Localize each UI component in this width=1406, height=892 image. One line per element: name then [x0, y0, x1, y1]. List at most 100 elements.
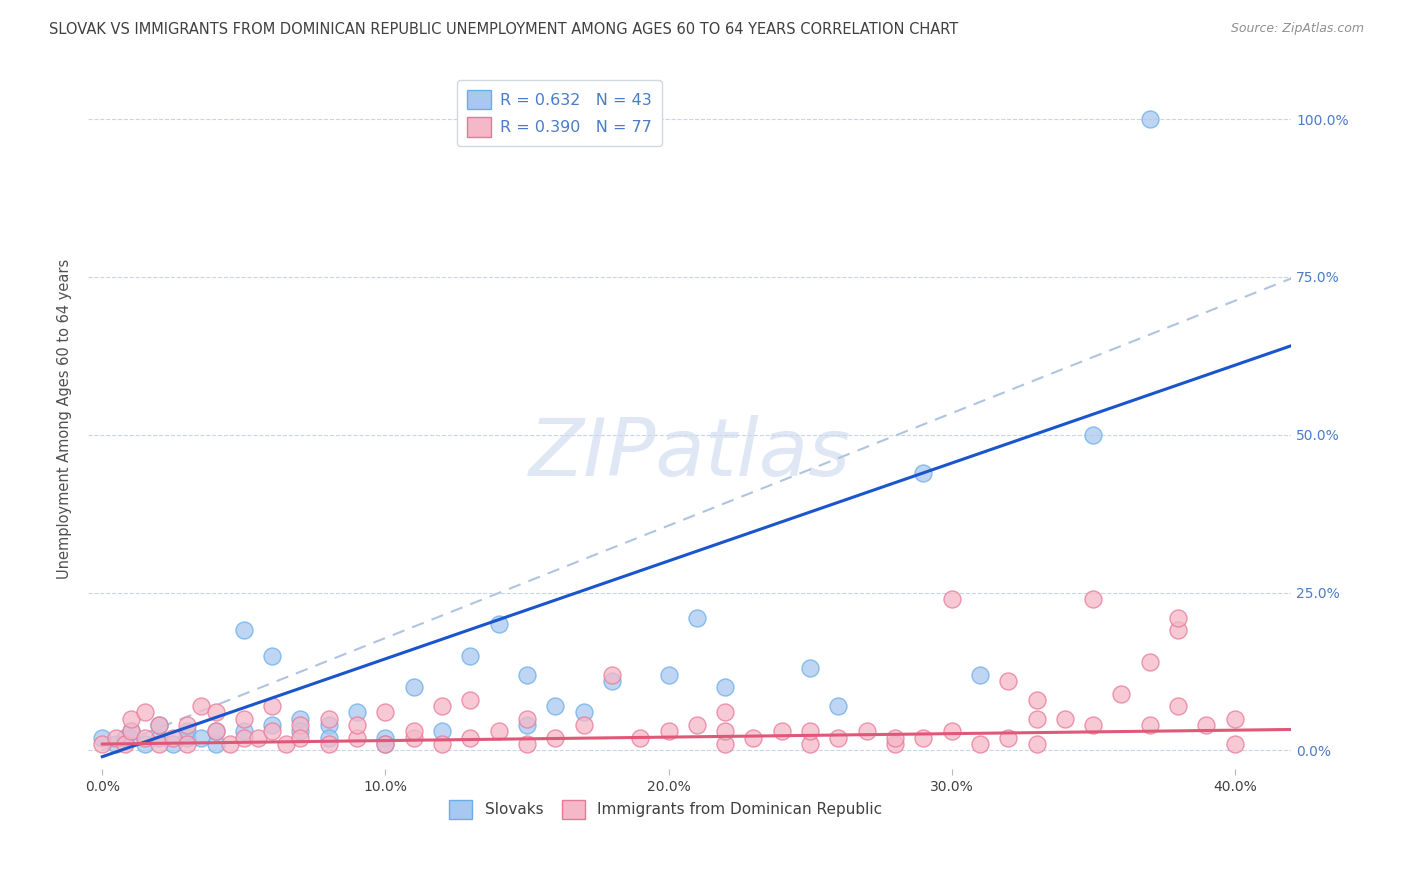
- Point: [1139, 112, 1161, 126]
- Point: [1025, 712, 1047, 726]
- Point: [318, 731, 340, 745]
- Point: [148, 731, 170, 745]
- Point: [120, 724, 142, 739]
- Point: [114, 731, 136, 745]
- Point: [628, 731, 651, 745]
- Point: [714, 680, 737, 694]
- Point: [1053, 712, 1076, 726]
- Point: [1025, 693, 1047, 707]
- Point: [114, 737, 136, 751]
- Point: [430, 737, 453, 751]
- Point: [969, 667, 991, 681]
- Point: [134, 731, 156, 745]
- Point: [600, 667, 623, 681]
- Point: [827, 699, 849, 714]
- Point: [1081, 427, 1104, 442]
- Point: [770, 724, 793, 739]
- Point: [997, 673, 1019, 688]
- Point: [218, 737, 240, 751]
- Point: [997, 731, 1019, 745]
- Point: [190, 699, 212, 714]
- Point: [657, 724, 679, 739]
- Point: [1223, 737, 1246, 751]
- Point: [1223, 712, 1246, 726]
- Point: [204, 737, 226, 751]
- Point: [232, 624, 254, 638]
- Point: [374, 737, 396, 751]
- Point: [686, 611, 709, 625]
- Point: [1139, 718, 1161, 732]
- Point: [276, 737, 298, 751]
- Point: [686, 718, 709, 732]
- Y-axis label: Unemployment Among Ages 60 to 64 years: Unemployment Among Ages 60 to 64 years: [58, 259, 72, 579]
- Point: [290, 731, 312, 745]
- Point: [91, 737, 114, 751]
- Point: [1081, 591, 1104, 606]
- Point: [884, 737, 907, 751]
- Point: [120, 731, 142, 745]
- Point: [374, 737, 396, 751]
- Point: [827, 731, 849, 745]
- Point: [430, 699, 453, 714]
- Point: [460, 731, 482, 745]
- Point: [346, 731, 368, 745]
- Point: [262, 718, 284, 732]
- Point: [262, 648, 284, 663]
- Point: [91, 731, 114, 745]
- Point: [290, 718, 312, 732]
- Point: [162, 737, 184, 751]
- Point: [460, 648, 482, 663]
- Point: [120, 712, 142, 726]
- Point: [374, 706, 396, 720]
- Point: [290, 724, 312, 739]
- Point: [134, 737, 156, 751]
- Point: [799, 661, 821, 675]
- Point: [1167, 624, 1189, 638]
- Point: [148, 718, 170, 732]
- Point: [176, 718, 198, 732]
- Point: [488, 617, 510, 632]
- Point: [714, 724, 737, 739]
- Point: [346, 706, 368, 720]
- Point: [714, 737, 737, 751]
- Point: [572, 718, 595, 732]
- Point: [1081, 718, 1104, 732]
- Point: [600, 673, 623, 688]
- Point: [742, 731, 765, 745]
- Point: [204, 724, 226, 739]
- Point: [204, 706, 226, 720]
- Point: [941, 591, 963, 606]
- Point: [941, 724, 963, 739]
- Point: [232, 731, 254, 745]
- Point: [969, 737, 991, 751]
- Point: [402, 724, 425, 739]
- Point: [1025, 737, 1047, 751]
- Point: [232, 712, 254, 726]
- Text: Source: ZipAtlas.com: Source: ZipAtlas.com: [1230, 22, 1364, 36]
- Point: [318, 718, 340, 732]
- Point: [572, 706, 595, 720]
- Point: [402, 680, 425, 694]
- Point: [1195, 718, 1218, 732]
- Point: [799, 724, 821, 739]
- Text: SLOVAK VS IMMIGRANTS FROM DOMINICAN REPUBLIC UNEMPLOYMENT AMONG AGES 60 TO 64 YE: SLOVAK VS IMMIGRANTS FROM DOMINICAN REPU…: [49, 22, 959, 37]
- Point: [516, 718, 538, 732]
- Point: [516, 667, 538, 681]
- Point: [1139, 655, 1161, 669]
- Point: [148, 737, 170, 751]
- Point: [176, 724, 198, 739]
- Point: [402, 731, 425, 745]
- Point: [1111, 687, 1133, 701]
- Point: [162, 731, 184, 745]
- Point: [516, 737, 538, 751]
- Point: [855, 724, 877, 739]
- Point: [232, 724, 254, 739]
- Point: [1167, 699, 1189, 714]
- Text: ZIPatlas: ZIPatlas: [529, 415, 851, 493]
- Point: [120, 724, 142, 739]
- Point: [204, 724, 226, 739]
- Point: [346, 718, 368, 732]
- Point: [105, 731, 128, 745]
- Point: [262, 699, 284, 714]
- Point: [544, 731, 567, 745]
